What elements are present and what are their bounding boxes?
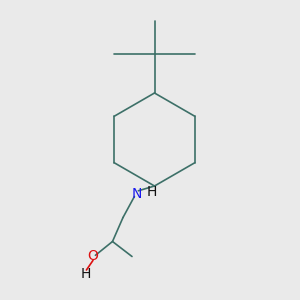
Text: N: N bbox=[131, 187, 142, 200]
Text: O: O bbox=[88, 250, 98, 263]
Text: H: H bbox=[147, 185, 157, 199]
Text: H: H bbox=[80, 267, 91, 280]
